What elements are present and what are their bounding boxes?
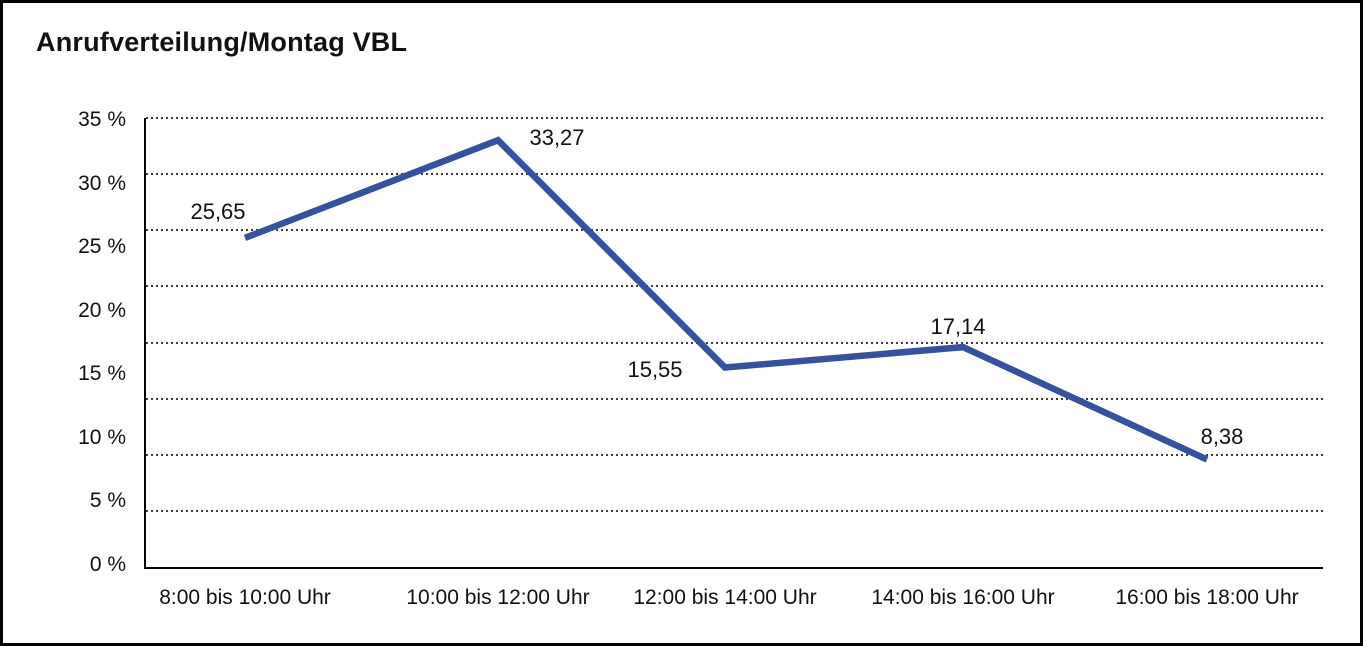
value-label: 8,38 bbox=[1200, 424, 1244, 450]
gridline bbox=[146, 398, 1323, 400]
gridline bbox=[146, 454, 1323, 456]
chart-title: Anrufverteilung/Montag VBL bbox=[36, 27, 408, 57]
x-category-label: 14:00 bis 16:00 Uhr bbox=[871, 586, 1055, 609]
x-category-label: 10:00 bis 12:00 Uhr bbox=[406, 586, 590, 609]
value-label: 17,14 bbox=[930, 314, 986, 340]
gridline bbox=[146, 117, 1323, 119]
y-tick-label: 20 % bbox=[78, 298, 126, 322]
value-label: 33,27 bbox=[529, 125, 585, 151]
gridline bbox=[146, 173, 1323, 175]
plot-area: 25,65 33,27 15,55 17,14 8,38 bbox=[144, 117, 1323, 569]
gridline bbox=[146, 342, 1323, 344]
y-tick-label: 25 % bbox=[78, 235, 126, 259]
series-line bbox=[243, 136, 1209, 463]
y-tick-label: 35 % bbox=[78, 108, 126, 131]
y-tick-label: 10 % bbox=[78, 425, 126, 449]
gridline bbox=[146, 285, 1323, 287]
y-tick-label: 15 % bbox=[78, 362, 126, 386]
value-label: 25,65 bbox=[190, 198, 246, 224]
x-category-label: 12:00 bis 14:00 Uhr bbox=[633, 586, 817, 609]
y-tick-label: 0 % bbox=[89, 553, 126, 576]
gridline bbox=[146, 510, 1323, 512]
value-label: 15,55 bbox=[627, 356, 683, 382]
x-category-label: 8:00 bis 10:00 Uhr bbox=[159, 586, 331, 609]
line-series-svg bbox=[243, 136, 1209, 463]
gridline bbox=[146, 229, 1323, 231]
y-tick-label: 30 % bbox=[78, 171, 126, 195]
y-tick-label: 5 % bbox=[89, 489, 126, 513]
x-category-label: 16:00 bis 18:00 Uhr bbox=[1115, 586, 1299, 609]
